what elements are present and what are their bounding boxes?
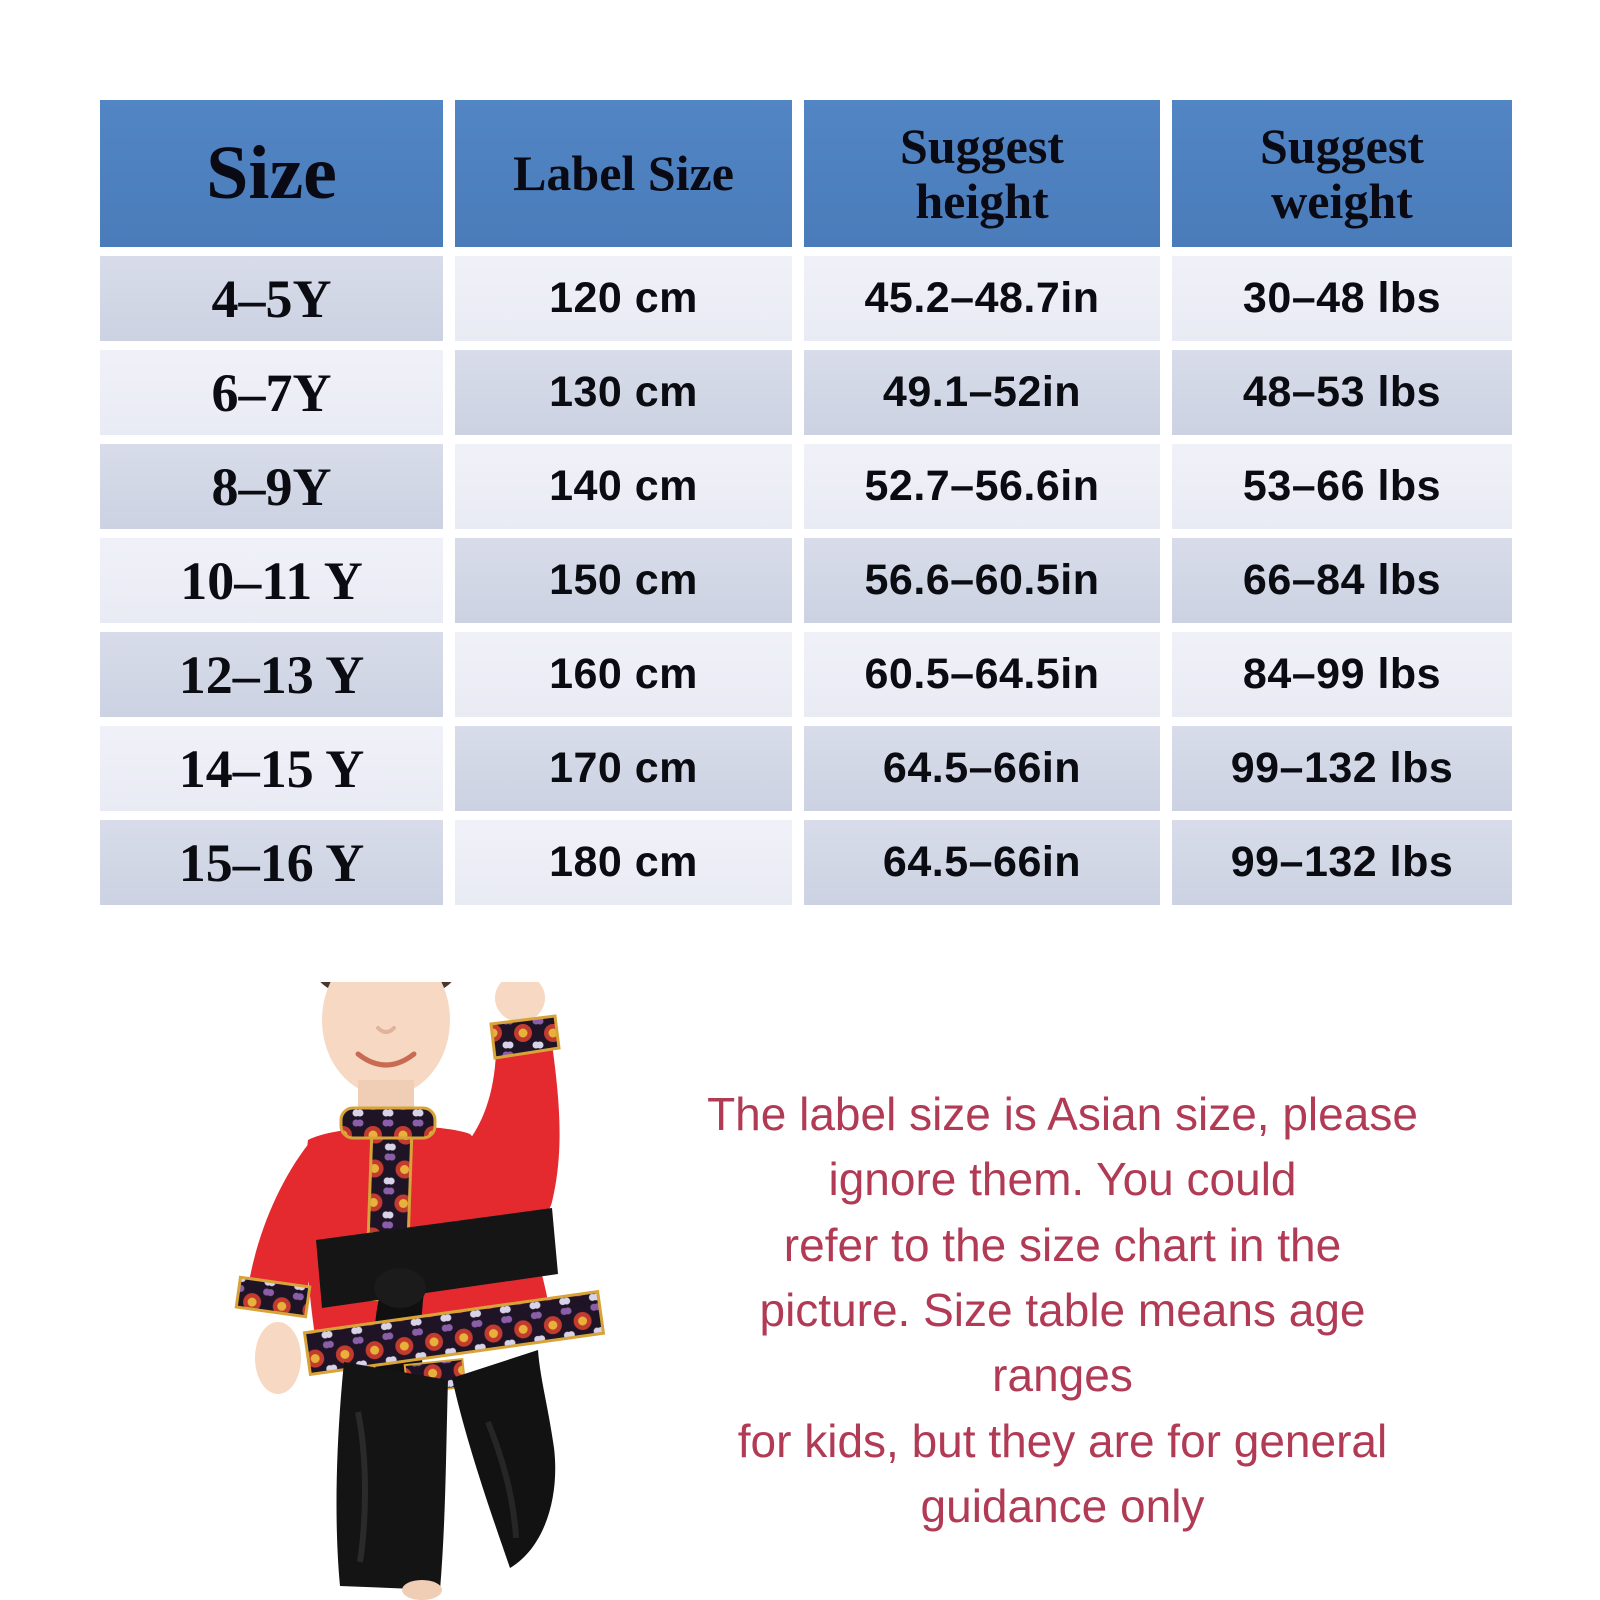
table-cell-size: 15–16 Y: [100, 820, 443, 905]
table-cell-height: 64.5–66in: [804, 726, 1160, 811]
header-text: Suggest weight: [1260, 117, 1424, 229]
table-cell-height: 64.5–66in: [804, 820, 1160, 905]
column-header-suggest-height: Suggest height: [804, 100, 1160, 247]
table-cell-label: 180 cm: [455, 820, 792, 905]
column-header-label-size: Label Size: [455, 100, 792, 247]
table-cell-size: 10–11 Y: [100, 538, 443, 623]
table-cell-label: 120 cm: [455, 256, 792, 341]
table-cell-height: 49.1–52in: [804, 350, 1160, 435]
header-text: Suggest height: [900, 117, 1064, 229]
table-cell-size: 6–7Y: [100, 350, 443, 435]
table-cell-weight: 48–53 lbs: [1172, 350, 1512, 435]
table-cell-label: 160 cm: [455, 632, 792, 717]
table-cell-label: 130 cm: [455, 350, 792, 435]
child-face: [320, 982, 452, 1124]
pants: [336, 1350, 556, 1600]
table-cell-size: 4–5Y: [100, 256, 443, 341]
table-cell-weight: 53–66 lbs: [1172, 444, 1512, 529]
table-cell-size: 12–13 Y: [100, 632, 443, 717]
table-cell-weight: 99–132 lbs: [1172, 726, 1512, 811]
table-cell-height: 56.6–60.5in: [804, 538, 1160, 623]
table-cell-size: 14–15 Y: [100, 726, 443, 811]
note-text: The label size is Asian size, please ign…: [707, 1088, 1418, 1532]
column-header-suggest-weight: Suggest weight: [1172, 100, 1512, 247]
table-cell-height: 60.5–64.5in: [804, 632, 1160, 717]
table-cell-label: 170 cm: [455, 726, 792, 811]
size-chart-table: Size Label Size Suggest height Suggest w…: [100, 100, 1512, 905]
table-cell-height: 45.2–48.7in: [804, 256, 1160, 341]
table-cell-size: 8–9Y: [100, 444, 443, 529]
hem-trim: [302, 1289, 606, 1395]
column-header-size: Size: [100, 100, 443, 247]
table-cell-weight: 66–84 lbs: [1172, 538, 1512, 623]
table-cell-weight: 30–48 lbs: [1172, 256, 1512, 341]
table-cell-weight: 84–99 lbs: [1172, 632, 1512, 717]
hanging-arm-sleeve: [234, 1142, 332, 1394]
table-cell-label: 140 cm: [455, 444, 792, 529]
table-cell-label: 150 cm: [455, 538, 792, 623]
table-cell-weight: 99–132 lbs: [1172, 820, 1512, 905]
child-costume-photo: [234, 982, 606, 1600]
table-cell-height: 52.7–56.6in: [804, 444, 1160, 529]
